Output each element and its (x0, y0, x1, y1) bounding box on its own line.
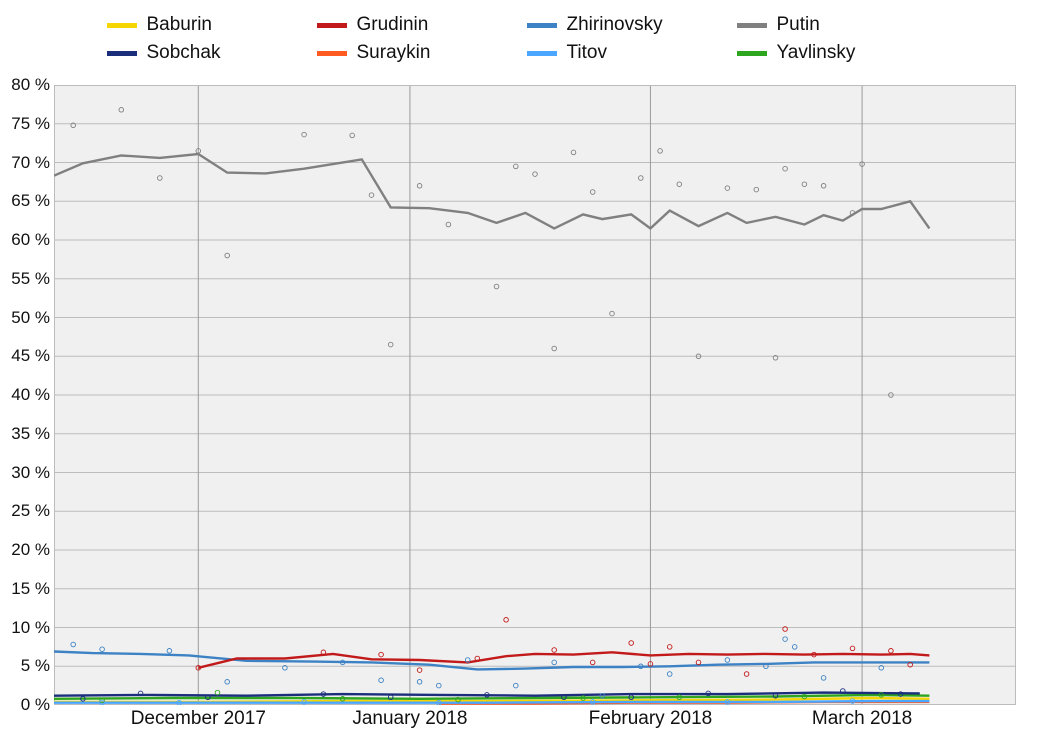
legend-item-suraykin: Suraykin (317, 42, 517, 64)
y-tick-label: 50 % (11, 308, 50, 328)
chart-root: Baburin Grudinin Zhirinovsky Putin Sobchak Su… (0, 0, 1043, 751)
x-tick-label: March 2018 (812, 708, 912, 730)
legend-label-grudinin: Grudinin (357, 14, 429, 36)
y-tick-label: 55 % (11, 269, 50, 289)
legend-swatch-baburin (107, 23, 137, 28)
y-tick-label: 15 % (11, 579, 50, 599)
y-tick-label: 70 % (11, 153, 50, 173)
series-points-zhirinovsky (71, 637, 884, 698)
x-tick-label: January 2018 (352, 708, 467, 730)
legend-item-grudinin: Grudinin (317, 14, 517, 36)
y-tick-label: 45 % (11, 346, 50, 366)
legend-swatch-grudinin (317, 23, 347, 28)
plot-svg (54, 85, 1016, 705)
x-tick-label: February 2018 (589, 708, 713, 730)
y-tick-label: 20 % (11, 540, 50, 560)
legend: Baburin Grudinin Zhirinovsky Putin Sobchak Su… (0, 14, 1043, 64)
legend-label-baburin: Baburin (147, 14, 213, 36)
legend-swatch-suraykin (317, 51, 347, 56)
x-tick-label: December 2017 (131, 708, 266, 730)
y-tick-label: 60 % (11, 230, 50, 250)
legend-item-zhirinovsky: Zhirinovsky (527, 14, 727, 36)
legend-label-suraykin: Suraykin (357, 42, 431, 64)
y-axis-labels: 0 %5 %10 %15 %20 %25 %30 %35 %40 %45 %50… (0, 85, 50, 705)
legend-item-titov: Titov (527, 42, 727, 64)
series-line-putin (54, 154, 929, 228)
series-points-putin (71, 108, 893, 398)
y-tick-label: 80 % (11, 75, 50, 95)
legend-item-putin: Putin (737, 14, 937, 36)
y-tick-label: 35 % (11, 424, 50, 444)
legend-swatch-yavlinsky (737, 51, 767, 56)
legend-swatch-zhirinovsky (527, 23, 557, 28)
y-tick-label: 0 % (21, 695, 50, 715)
plot-area (54, 85, 1016, 705)
legend-swatch-sobchak (107, 51, 137, 56)
legend-swatch-titov (527, 51, 557, 56)
y-tick-label: 40 % (11, 385, 50, 405)
y-tick-label: 30 % (11, 463, 50, 483)
y-tick-label: 65 % (11, 191, 50, 211)
legend-label-yavlinsky: Yavlinsky (777, 42, 856, 64)
legend-swatch-putin (737, 23, 767, 28)
legend-item-yavlinsky: Yavlinsky (737, 42, 937, 64)
y-tick-label: 10 % (11, 618, 50, 638)
series-line-grudinin (198, 652, 929, 668)
y-tick-label: 75 % (11, 114, 50, 134)
y-tick-label: 5 % (21, 656, 50, 676)
legend-item-sobchak: Sobchak (107, 42, 307, 64)
legend-label-sobchak: Sobchak (147, 42, 221, 64)
legend-label-zhirinovsky: Zhirinovsky (567, 14, 663, 36)
y-tick-label: 25 % (11, 501, 50, 521)
legend-item-baburin: Baburin (107, 14, 307, 36)
legend-label-titov: Titov (567, 42, 607, 64)
legend-label-putin: Putin (777, 14, 820, 36)
